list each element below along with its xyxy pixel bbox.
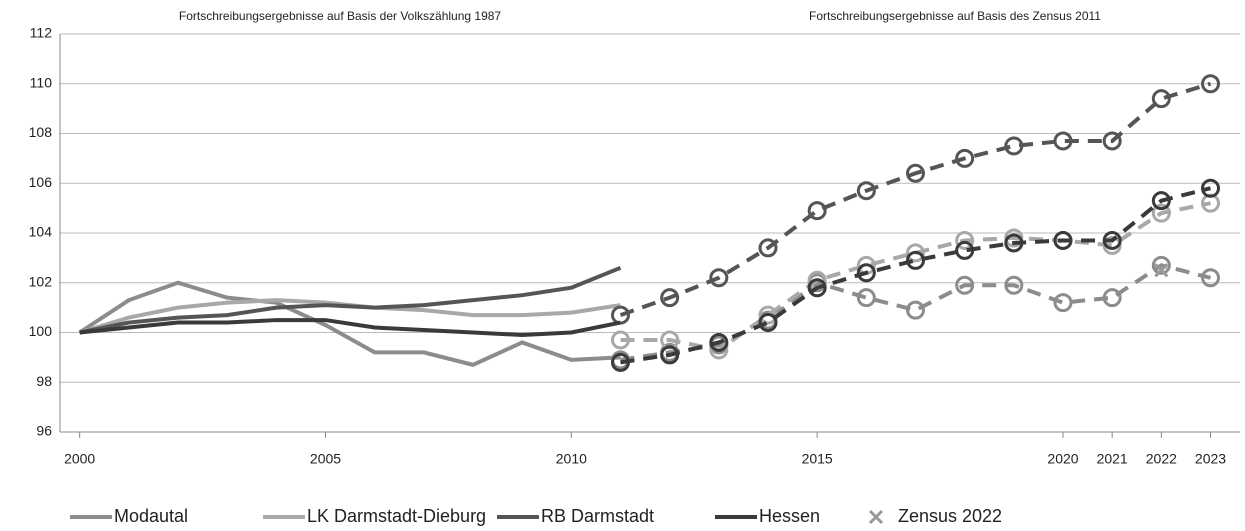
point <box>955 275 975 295</box>
series-line <box>619 81 1212 317</box>
y-tick-label: 100 <box>29 323 53 339</box>
y-tick-label: 110 <box>30 74 53 90</box>
x-tick-label: 2005 <box>310 451 341 467</box>
x-tick-label: 2023 <box>1195 451 1226 467</box>
point <box>758 313 778 333</box>
series-line <box>620 263 1211 362</box>
point <box>1102 230 1122 250</box>
point <box>660 345 680 365</box>
point <box>1004 275 1024 295</box>
series-line <box>79 265 622 335</box>
series-line <box>78 280 621 367</box>
y-tick-label: 108 <box>29 124 53 140</box>
point <box>1201 268 1220 288</box>
x-tick-label: 2000 <box>64 451 95 467</box>
point <box>906 300 925 320</box>
x-tick-label: 2021 <box>1097 451 1128 467</box>
x-tick-label: 2010 <box>556 451 587 467</box>
point <box>906 243 925 263</box>
zensus-marker <box>1154 263 1169 278</box>
point <box>955 148 975 168</box>
point <box>906 250 925 270</box>
y-tick-label: 104 <box>29 224 53 240</box>
point <box>1151 89 1171 109</box>
legend-swatch <box>868 509 884 525</box>
legend-label: Zensus 2022 <box>898 506 1002 526</box>
point <box>611 352 630 372</box>
x-tick-label: 2015 <box>802 451 833 467</box>
y-tick-label: 102 <box>29 273 53 289</box>
point <box>1151 203 1171 223</box>
point <box>955 230 975 250</box>
point <box>807 278 827 298</box>
y-tick-label: 106 <box>29 174 53 190</box>
annotation: Fortschreibungsergebnisse auf Basis der … <box>179 9 502 23</box>
point <box>1053 293 1073 313</box>
series-line <box>620 201 1211 353</box>
legend-label: RB Darmstadt <box>541 506 654 526</box>
point <box>1102 288 1122 308</box>
point <box>1201 178 1220 198</box>
legend-label: Modautal <box>114 506 188 526</box>
point <box>1151 191 1171 211</box>
legend-label: LK Darmstadt-Dieburg <box>307 506 486 526</box>
point <box>709 268 729 288</box>
point <box>906 163 925 183</box>
point <box>1201 74 1220 94</box>
point <box>709 332 729 352</box>
point <box>660 288 680 308</box>
point <box>856 263 876 283</box>
point <box>856 181 876 201</box>
point <box>1053 230 1073 250</box>
point <box>1053 131 1073 151</box>
y-tick-label: 96 <box>36 423 52 439</box>
series-line <box>620 186 1211 365</box>
y-tick-label: 112 <box>30 25 53 41</box>
x-tick-label: 2020 <box>1047 451 1078 467</box>
series-line <box>79 318 621 337</box>
point <box>955 240 975 260</box>
point <box>1004 136 1024 156</box>
y-tick-label: 98 <box>36 373 52 389</box>
point <box>1102 131 1122 151</box>
point <box>856 288 876 308</box>
x-tick-label: 2022 <box>1146 451 1177 467</box>
point <box>807 201 827 221</box>
point <box>1151 255 1171 275</box>
point <box>758 238 778 258</box>
annotation: Fortschreibungsergebnisse auf Basis des … <box>809 9 1101 23</box>
legend-label: Hessen <box>759 506 820 526</box>
point <box>611 330 630 350</box>
point <box>1004 233 1024 253</box>
